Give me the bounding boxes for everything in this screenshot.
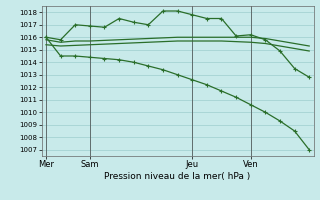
X-axis label: Pression niveau de la mer( hPa ): Pression niveau de la mer( hPa )	[104, 172, 251, 181]
